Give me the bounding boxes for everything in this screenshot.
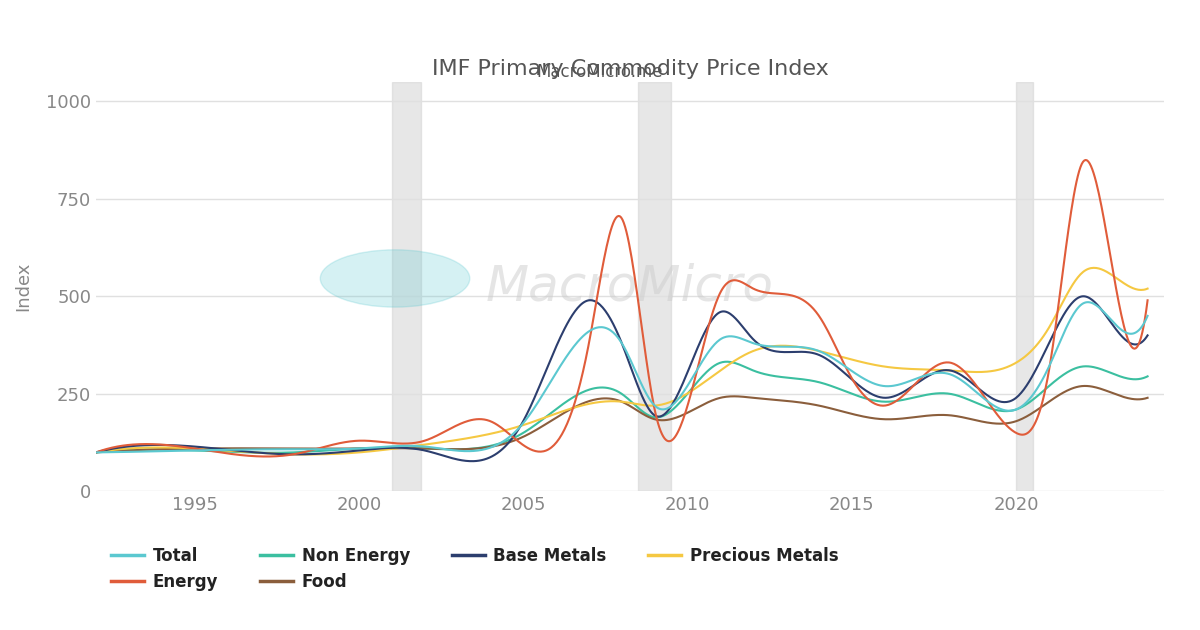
Y-axis label: Index: Index xyxy=(14,262,32,311)
Text: MacroMicro.me: MacroMicro.me xyxy=(536,64,664,81)
Legend: Total, Energy, Non Energy, Food, Base Metals, Precious Metals: Total, Energy, Non Energy, Food, Base Me… xyxy=(104,540,845,598)
Circle shape xyxy=(320,250,470,307)
Bar xyxy=(391,82,421,491)
Title: IMF Primary Commodity Price Index: IMF Primary Commodity Price Index xyxy=(432,59,828,79)
Bar xyxy=(1016,82,1032,491)
Bar xyxy=(638,82,671,491)
Text: MacroMicro: MacroMicro xyxy=(486,263,774,311)
